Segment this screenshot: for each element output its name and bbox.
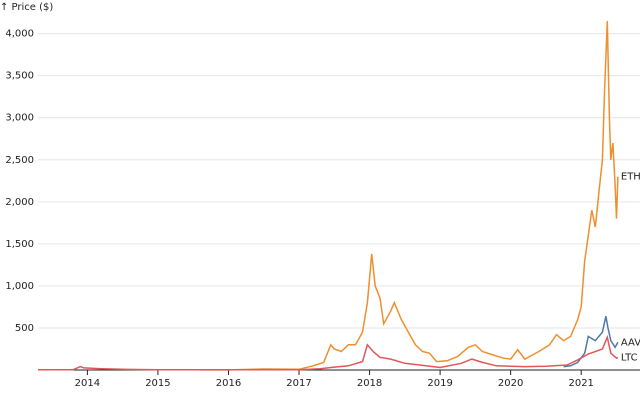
series-label: LTC xyxy=(621,352,638,363)
y-tick-label: 2,500 xyxy=(5,155,34,166)
line xyxy=(38,334,619,371)
x-tick-label: 2019 xyxy=(427,378,452,389)
y-tick-label: 3,500 xyxy=(5,71,34,82)
series-label: ETH xyxy=(621,172,640,183)
y-tick-label: 1,500 xyxy=(5,239,34,250)
x-tick-label: 2016 xyxy=(216,378,241,389)
line xyxy=(200,20,619,371)
x-tick-label: 2021 xyxy=(568,378,593,389)
y-tick-label: 2,000 xyxy=(5,197,34,208)
y-tick-label: 500 xyxy=(15,323,34,334)
x-tick-label: 2020 xyxy=(498,378,523,389)
y-tick-label: 1,000 xyxy=(5,281,34,292)
y-axis-label: ↑ Price ($) xyxy=(0,2,53,13)
x-tick-label: 2018 xyxy=(357,378,382,389)
series-label: AAV xyxy=(621,337,640,348)
x-tick-label: 2017 xyxy=(286,378,311,389)
line xyxy=(563,316,619,368)
y-tick-label: 3,000 xyxy=(5,113,34,124)
y-tick-label: 4,000 xyxy=(5,29,34,40)
x-tick-label: 2015 xyxy=(145,378,170,389)
x-tick-label: 2014 xyxy=(75,378,100,389)
